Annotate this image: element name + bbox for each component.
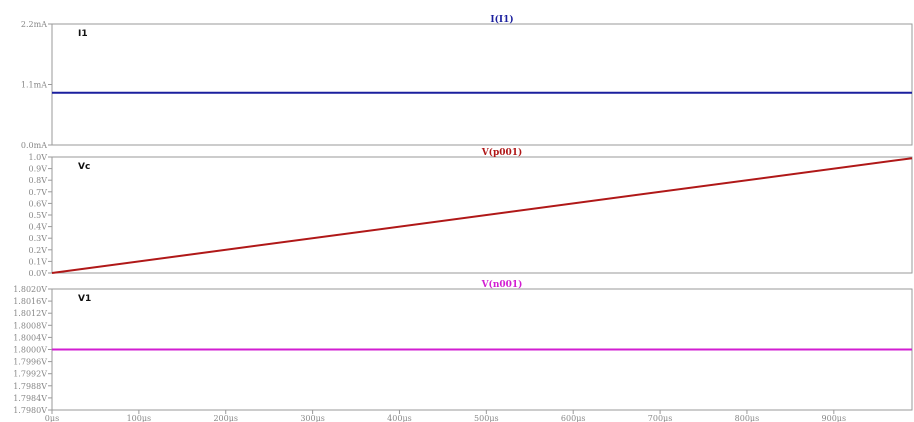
y-tick-label: 1.7980V xyxy=(13,406,47,415)
pane-label: V1 xyxy=(78,294,91,304)
y-tick-label: 0.4V xyxy=(29,223,48,232)
x-tick-label: 400µs xyxy=(387,414,412,422)
plot-pane-frame xyxy=(51,23,913,146)
y-tick-label: 1.7992V xyxy=(13,370,47,379)
y-tick-label: 1.8020V xyxy=(13,285,47,294)
trace-title: V(n001) xyxy=(481,279,523,290)
y-tick-label: 1.8012V xyxy=(13,309,47,318)
x-tick-label: 200µs xyxy=(213,414,238,422)
y-tick-label: 1.7984V xyxy=(13,394,47,403)
x-tick-label: 700µs xyxy=(648,414,673,422)
y-tick-label: 0.2V xyxy=(29,246,48,255)
y-tick-label: 1.8008V xyxy=(13,321,47,330)
y-tick-label: 2.2mA xyxy=(21,20,47,29)
pane-label: Vc xyxy=(78,162,90,172)
x-tick-label: 900µs xyxy=(822,414,847,422)
y-tick-label: 1.7996V xyxy=(13,358,47,367)
y-tick-label: 0.3V xyxy=(29,234,48,243)
x-tick-label: 800µs xyxy=(735,414,760,422)
y-tick-label: 0.9V xyxy=(29,165,48,174)
x-tick-label: 100µs xyxy=(127,414,152,422)
y-tick-label: 0.0V xyxy=(29,269,48,278)
y-tick-label: 0.8V xyxy=(29,176,48,185)
y-tick-label: 0.1V xyxy=(29,257,48,266)
y-tick-label: 1.7988V xyxy=(13,382,47,391)
x-tick-label: 300µs xyxy=(300,414,325,422)
y-tick-label: 1.0V xyxy=(29,153,48,162)
trace-title: V(p001) xyxy=(481,147,523,158)
y-tick-label: 0.7V xyxy=(29,188,48,197)
x-tick-label: 0µs xyxy=(45,414,59,422)
y-tick-label: 0.6V xyxy=(29,199,48,208)
trace-line xyxy=(51,157,913,274)
y-tick-label: 1.8000V xyxy=(13,346,47,355)
x-tick-label: 600µs xyxy=(561,414,586,422)
pane-label: I1 xyxy=(78,29,88,39)
y-tick-label: 0.0mA xyxy=(21,141,47,150)
y-tick-label: 1.1mA xyxy=(21,81,47,90)
y-tick-label: 0.5V xyxy=(29,211,48,220)
x-tick-label: 500µs xyxy=(474,414,499,422)
y-tick-label: 1.8004V xyxy=(13,333,47,342)
trace-title: I(I1) xyxy=(490,14,513,25)
y-tick-label: 1.8016V xyxy=(13,297,47,306)
